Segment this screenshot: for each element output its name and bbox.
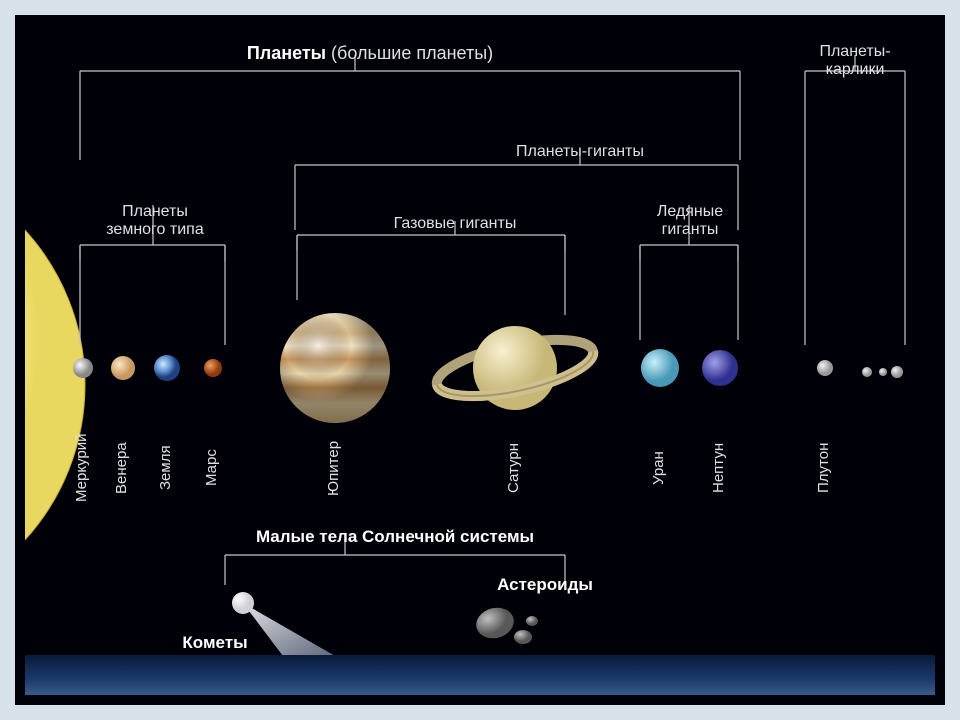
planet-label-neptune: Нептун	[710, 413, 727, 523]
planet-mercury	[73, 358, 93, 378]
planet-mars	[204, 359, 222, 377]
planet-earth	[154, 355, 180, 381]
planet-pluto	[817, 360, 833, 376]
planet-label-mercury: Меркурий	[73, 413, 90, 523]
title-rest: (большие планеты)	[326, 43, 493, 63]
label-comets: Кометы	[145, 633, 285, 653]
title-dwarf: Планеты-карлики	[785, 43, 925, 79]
asteroids	[473, 604, 538, 644]
label-giants: Планеты-гиганты	[445, 143, 715, 161]
planet-label-earth: Земля	[157, 413, 174, 523]
label-ice: Ледяныегиганты	[625, 203, 755, 239]
planet-label-venus: Венера	[113, 413, 130, 523]
label-asteroids: Астероиды	[465, 575, 625, 595]
planet-uranus	[641, 349, 679, 387]
planet-venus	[111, 356, 135, 380]
planet-label-uranus: Уран	[650, 413, 667, 523]
label-terrestrial: Планетыземного типа	[85, 203, 225, 239]
title-bold: Планеты	[247, 43, 326, 63]
planet-label-pluto: Плутон	[815, 413, 832, 523]
planet-neptune	[702, 350, 738, 386]
planet-label-jupiter: Юпитер	[325, 413, 342, 523]
bottom-gradient	[25, 655, 935, 695]
sun	[25, 155, 85, 615]
label-gas: Газовые гиганты	[355, 215, 555, 233]
title-main: Планеты (большие планеты)	[195, 43, 545, 64]
planet-label-saturn: Сатурн	[505, 413, 522, 523]
label-small-bodies: Малые тела Солнечной системы	[185, 527, 605, 547]
planets-row	[73, 313, 903, 423]
planet-label-mars: Марс	[203, 413, 220, 523]
